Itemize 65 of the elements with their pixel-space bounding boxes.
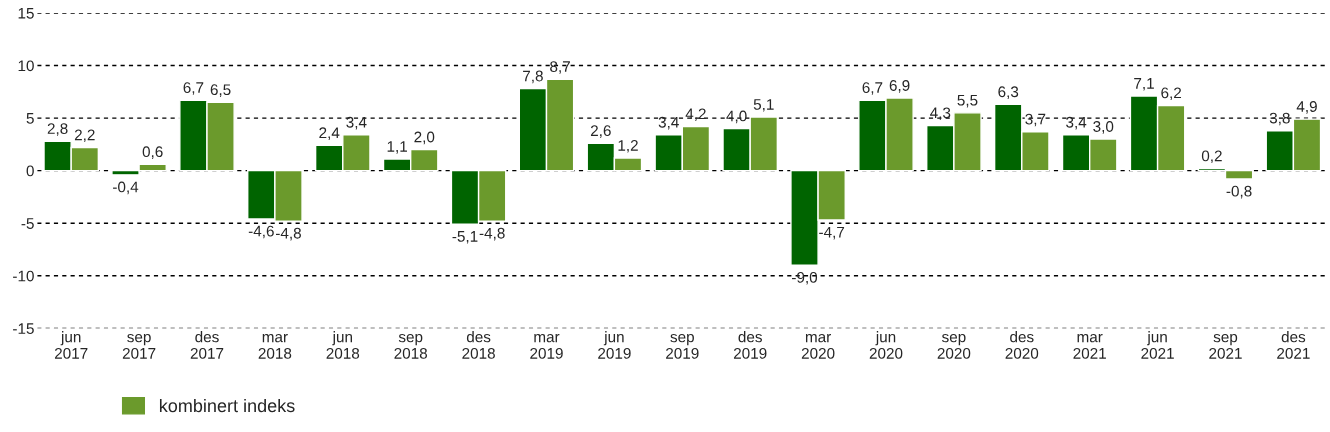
data-label: 4,9 <box>1296 101 1317 114</box>
y-tick-label: -15 <box>13 323 34 335</box>
legend-label: kombinert indeks <box>159 398 295 413</box>
data-label: -4,6 <box>248 225 274 239</box>
data-label: -4,7 <box>819 226 845 240</box>
x-tick-label: jun 2021 <box>1141 331 1174 359</box>
x-tick-label: des 2017 <box>190 331 224 359</box>
data-label: -0,8 <box>1226 185 1252 199</box>
data-label: 3,8 <box>1269 112 1290 126</box>
x-tick-label: sep 2020 <box>937 333 971 359</box>
data-label: -4,8 <box>275 227 301 241</box>
y-tick-label: 0 <box>26 165 34 177</box>
data-label: 2,0 <box>414 131 435 145</box>
data-label: 1,1 <box>387 141 407 154</box>
x-tick-label: sep 2018 <box>394 333 428 359</box>
x-tick-label: mar 2018 <box>258 333 292 359</box>
data-label: 2,6 <box>590 125 611 138</box>
data-label: 3,7 <box>1025 113 1046 127</box>
data-label: -0,4 <box>113 181 139 195</box>
data-label: 5,1 <box>753 99 774 112</box>
data-label: 7,1 <box>1134 78 1154 91</box>
data-label: 6,2 <box>1161 87 1182 101</box>
data-label: 6,7 <box>183 82 204 95</box>
x-tick-label: sep 2017 <box>122 333 156 359</box>
y-tick-label: 5 <box>26 113 34 124</box>
data-label: 3,4 <box>346 116 367 130</box>
data-label: 6,5 <box>210 84 231 97</box>
data-label: 0,2 <box>1201 150 1222 164</box>
y-tick-label: 15 <box>18 7 34 19</box>
data-label: 6,3 <box>998 86 1019 99</box>
data-label: -9,0 <box>792 271 818 285</box>
y-tick-label: -5 <box>21 218 34 229</box>
data-label: -4,8 <box>479 227 505 241</box>
x-tick-label: des 2020 <box>1005 331 1039 359</box>
y-tick-label: -10 <box>13 270 34 282</box>
data-label: 4,2 <box>685 108 706 122</box>
data-label: 2,2 <box>74 129 95 143</box>
x-tick-label: des 2019 <box>733 331 767 359</box>
data-label: 3,4 <box>658 116 679 130</box>
data-label: 3,0 <box>1093 121 1114 134</box>
x-tick-label: des 2018 <box>462 331 495 359</box>
x-tick-label: mar 2019 <box>530 333 563 359</box>
x-tick-label: sep 2019 <box>666 333 699 359</box>
data-label: -5,1 <box>452 231 478 244</box>
data-label: 2,8 <box>47 123 68 136</box>
data-label: 6,9 <box>889 80 910 93</box>
x-tick-label: des 2021 <box>1277 331 1310 359</box>
y-tick-label: 10 <box>18 60 34 72</box>
x-tick-label: jun 2019 <box>598 331 631 359</box>
data-label: 8,7 <box>550 61 570 74</box>
data-label: 4,3 <box>930 107 951 121</box>
data-label: 6,7 <box>862 82 883 95</box>
data-label: 5,5 <box>957 94 978 108</box>
x-tick-label: mar 2021 <box>1073 333 1106 359</box>
data-label: 2,4 <box>319 127 340 140</box>
x-tick-label: jun 2018 <box>326 331 360 359</box>
x-tick-label: mar 2020 <box>801 333 835 359</box>
data-label: 1,2 <box>618 139 638 153</box>
x-tick-label: jun 2017 <box>54 331 88 359</box>
data-label: 7,8 <box>523 70 543 84</box>
data-label: 0,6 <box>142 146 163 159</box>
x-tick-label: jun 2020 <box>869 331 903 359</box>
x-tick-label: sep 2021 <box>1209 333 1242 359</box>
data-label: 3,4 <box>1066 116 1087 130</box>
data-label: 4,0 <box>726 110 747 124</box>
